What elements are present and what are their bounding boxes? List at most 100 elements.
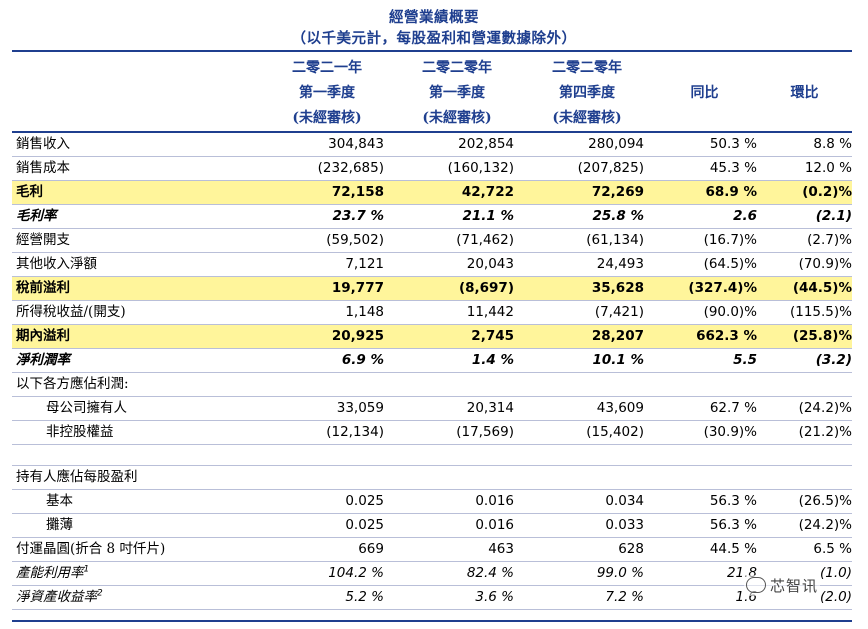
table-row: 產能利用率1 104.2 % 82.4 % 99.0 % 21.8 (1.0) [12,561,852,586]
row-label-text: 以下各方應佔利潤: [16,376,129,392]
cell-value: 21.1 % [392,204,522,229]
top-rule [12,50,852,52]
table-row: 經營開支 (59,502) (71,462) (61,134) (16.7)% (2.7)… [12,228,852,253]
cell-value: 0.025 [262,489,392,514]
cell-value: 7,121 [262,252,392,277]
cell-value: 68.9 % [652,180,757,205]
row-label: 淨資產收益率2 [12,585,262,610]
col-header-2020q4: 二零二零年 第四季度 (未經審核) [522,56,652,133]
page-subtitle: （以千美元計，每股盈利和營運數據除外） [291,30,577,47]
cell-value [522,465,652,490]
cell-value: 6.9 % [262,348,392,373]
cell-value: (25.8)% [757,324,852,349]
row-label [12,444,262,466]
row-label-text: 非控股權益 [46,424,114,440]
cell-value: (71,462) [392,228,522,253]
row-label: 期內溢利 [12,324,262,349]
cell-value [652,372,757,397]
cell-value [522,372,652,397]
row-label-text: 經營開支 [16,232,70,248]
table-row: 毛利 72,158 42,722 72,269 68.9 % (0.2)% [12,180,852,205]
cell-value [757,444,852,466]
cell-value: 25.8 % [522,204,652,229]
cell-value: 7.2 % [522,585,652,610]
cell-value: 0.033 [522,513,652,538]
cell-value: 42,722 [392,180,522,205]
col-header-line: 第四季度 [559,85,615,101]
row-label-text: 期內溢利 [16,328,70,344]
footnote-marker: 1 [83,564,90,575]
cell-value [262,465,392,490]
cell-value: 463 [392,537,522,562]
cell-value: 45.3 % [652,156,757,181]
row-label-text: 淨利潤率 [16,352,70,368]
row-label: 非控股權益 [12,420,262,445]
cell-value: (21.2)% [757,420,852,445]
cell-value: (12,134) [262,420,392,445]
cell-value: (160,132) [392,156,522,181]
row-label-text: 所得稅收益/(開支) [16,304,126,320]
cell-value: 0.016 [392,489,522,514]
cell-value: 669 [262,537,392,562]
watermark: 芯智讯 [744,575,821,596]
col-header-line: 二零二零年 [422,60,492,76]
cell-value: 1.6 [652,585,757,610]
cell-value: (2.1) [757,204,852,229]
cell-value: 11,442 [392,300,522,325]
col-header-line: 二零二一年 [292,60,362,76]
col-header-line: 二零二零年 [552,60,622,76]
cell-value: 50.3 % [652,132,757,157]
table-row: 其他收入淨額 7,121 20,043 24,493 (64.5)% (70.9)% [12,252,852,277]
table-row [12,444,852,466]
cell-value: 20,043 [392,252,522,277]
table-row: 攤薄 0.025 0.016 0.033 56.3 % (24.2)% [12,513,852,538]
cell-value: (7,421) [522,300,652,325]
col-header-line: (未經審核) [422,110,492,126]
cell-value: 35,628 [522,276,652,301]
cell-value: (70.9)% [757,252,852,277]
cell-value: (0.2)% [757,180,852,205]
wechat-icon [746,577,766,593]
row-label: 母公司擁有人 [12,396,262,421]
row-label-text: 基本 [46,493,73,509]
cell-value: (16.7)% [652,228,757,253]
col-header-2020q1: 二零二零年 第一季度 (未經審核) [392,56,522,133]
row-label: 以下各方應佔利潤: [12,372,262,397]
cell-value: 3.6 % [392,585,522,610]
bottom-rule [12,620,852,622]
cell-value: (207,825) [522,156,652,181]
cell-value: 82.4 % [392,561,522,586]
row-label-text: 毛利 [16,184,43,200]
cell-value [522,444,652,466]
cell-value: 19,777 [262,276,392,301]
table-row: 付運晶圓(折合 8 吋仟片) 669 463 628 44.5 % 6.5 % [12,537,852,562]
row-label-text: 銷售成本 [16,160,70,176]
cell-value: 0.025 [262,513,392,538]
cell-value: (232,685) [262,156,392,181]
cell-value [392,444,522,466]
cell-value: 5.2 % [262,585,392,610]
cell-value: 5.5 [652,348,757,373]
row-label: 基本 [12,489,262,514]
cell-value: (3.2) [757,348,852,373]
cell-value: 12.0 % [757,156,852,181]
footnote-marker: 2 [97,588,103,599]
cell-value [757,465,852,490]
row-label: 所得稅收益/(開支) [12,300,262,325]
cell-value: (2.7)% [757,228,852,253]
row-label-text: 淨資產收益率 [16,589,97,605]
row-label-text: 其他收入淨額 [16,256,97,272]
cell-value: (26.5)% [757,489,852,514]
cell-value: 72,158 [262,180,392,205]
row-label-text: 毛利率 [16,208,57,224]
header-row: 二零二一年 第一季度 (未經審核) 二零二零年 第一季度 (未經審核) 二零二零… [12,56,852,133]
row-label-text: 銷售收入 [16,136,70,152]
row-label: 產能利用率1 [12,561,262,586]
col-header-line: 第一季度 [429,85,485,101]
cell-value: 99.0 % [522,561,652,586]
table-row: 銷售成本 (232,685) (160,132) (207,825) 45.3 % 12.… [12,156,852,181]
row-label: 經營開支 [12,228,262,253]
table-row: 以下各方應佔利潤: [12,372,852,397]
row-label-text: 持有人應佔每股盈利 [16,469,138,485]
cell-value: (17,569) [392,420,522,445]
